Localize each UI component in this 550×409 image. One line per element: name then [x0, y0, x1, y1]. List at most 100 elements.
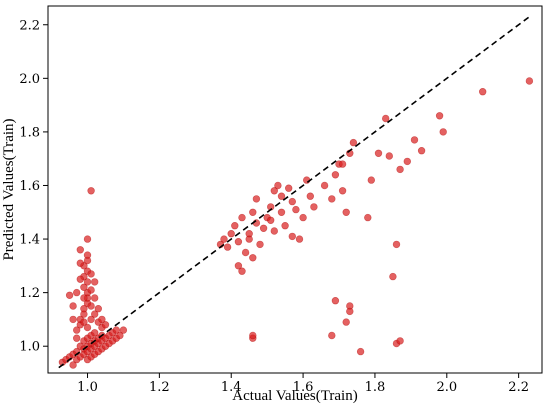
data-point: [80, 294, 88, 302]
data-point: [259, 224, 268, 233]
data-point: [76, 246, 85, 254]
data-point: [479, 87, 487, 96]
data-point: [69, 361, 77, 369]
data-point: [76, 259, 85, 267]
x-tick-label: 1.8: [365, 380, 386, 395]
data-point: [342, 208, 350, 217]
data-point: [245, 230, 253, 238]
data-point: [385, 152, 393, 160]
data-point: [267, 216, 275, 225]
x-axis-title: Actual Values(Train): [232, 388, 357, 404]
x-tick-label: 1.6: [293, 380, 314, 395]
data-point: [252, 195, 261, 203]
y-tick-label: 1.8: [19, 125, 40, 140]
data-point: [83, 235, 92, 243]
data-point: [238, 267, 246, 275]
data-point: [80, 283, 88, 291]
data-point: [223, 243, 232, 251]
data-point: [338, 160, 347, 168]
data-point: [288, 232, 296, 241]
x-tick-label: 2.2: [508, 380, 529, 395]
data-point: [90, 294, 99, 302]
y-tick-label: 2.0: [19, 72, 40, 87]
data-point: [396, 337, 404, 345]
data-point: [320, 181, 329, 190]
data-point: [342, 318, 350, 326]
data-point: [72, 288, 81, 297]
data-point: [525, 77, 534, 85]
data-point: [116, 331, 124, 340]
data-point: [72, 326, 81, 334]
data-point: [256, 240, 264, 249]
data-point: [90, 310, 99, 318]
data-point: [87, 187, 95, 195]
data-point: [299, 213, 307, 222]
data-point: [238, 213, 246, 222]
data-point: [403, 157, 411, 166]
y-tick-label: 2.2: [19, 18, 40, 33]
data-point: [270, 187, 278, 195]
data-point: [101, 321, 110, 329]
data-point: [274, 181, 282, 190]
data-points: [58, 77, 534, 369]
x-tick-label: 2.0: [436, 380, 457, 395]
reference-line: [58, 16, 530, 369]
data-point: [328, 195, 336, 203]
data-point: [119, 326, 128, 334]
y-tick-label: 1.2: [19, 286, 40, 301]
data-point: [87, 286, 95, 294]
data-point: [87, 302, 95, 310]
data-point: [410, 136, 419, 144]
data-point: [367, 176, 375, 184]
data-point: [364, 213, 372, 222]
data-point: [328, 331, 336, 340]
data-point: [90, 278, 99, 286]
y-tick-label: 1.0: [19, 340, 40, 355]
data-point: [220, 235, 228, 243]
data-point: [439, 128, 447, 136]
data-point: [396, 165, 404, 174]
data-point: [83, 278, 92, 286]
y-axis-title: Predicted Values(Train): [1, 118, 17, 260]
data-point: [241, 248, 250, 257]
y-tick-label: 1.4: [19, 233, 40, 248]
data-point: [346, 307, 354, 316]
data-point: [231, 222, 239, 230]
x-tick-label: 1.0: [77, 380, 98, 395]
plot-frame: [47, 5, 543, 374]
data-point: [87, 270, 95, 278]
data-point: [435, 112, 444, 120]
data-point: [374, 149, 383, 158]
data-point: [389, 272, 397, 281]
y-axis-ticks: 1.0 1.2 1.4 1.6 1.8 2.0 2.2: [19, 18, 48, 355]
data-point: [310, 203, 318, 211]
data-point: [331, 297, 340, 305]
data-point: [80, 305, 88, 313]
y-tick-label: 1.6: [19, 179, 40, 194]
data-point: [87, 315, 95, 324]
data-point: [382, 114, 390, 123]
data-point: [288, 197, 296, 206]
data-point: [277, 192, 286, 200]
data-point: [356, 347, 365, 356]
data-point: [69, 302, 77, 310]
data-point: [338, 187, 347, 195]
data-point: [249, 208, 257, 217]
data-point: [65, 291, 74, 299]
data-point: [234, 262, 243, 270]
data-point: [417, 147, 426, 155]
data-point: [234, 238, 243, 246]
data-point: [292, 205, 300, 214]
data-point: [94, 305, 103, 313]
data-point: [331, 171, 340, 179]
data-point: [306, 192, 314, 200]
data-point: [90, 329, 99, 337]
data-point: [277, 208, 286, 217]
data-point: [281, 222, 289, 230]
data-point: [83, 251, 92, 259]
x-tick-label: 1.4: [221, 380, 242, 395]
data-point: [83, 323, 92, 332]
data-point: [295, 235, 304, 243]
